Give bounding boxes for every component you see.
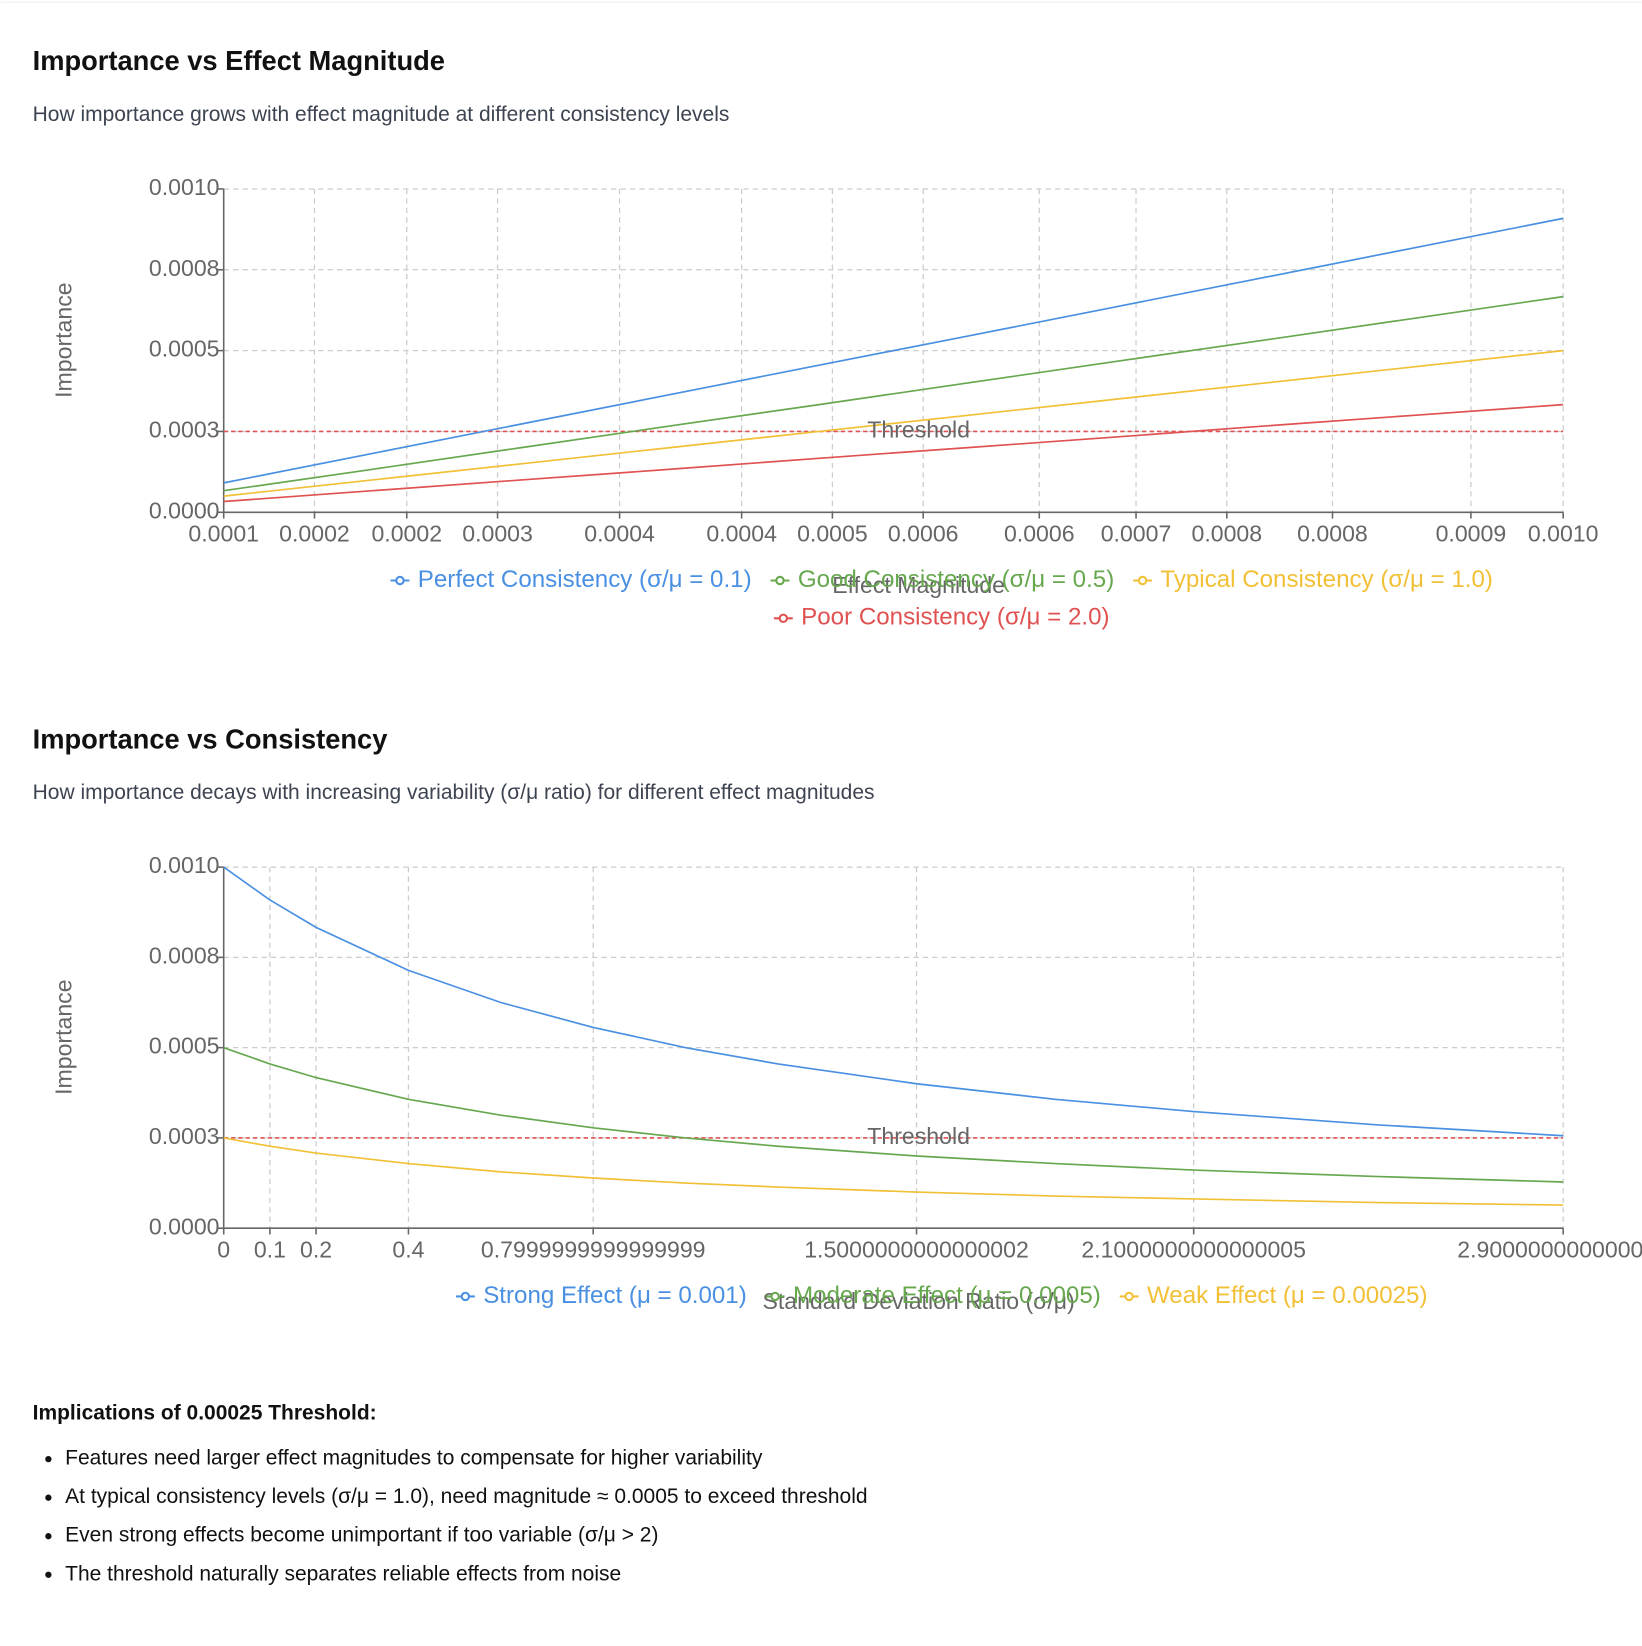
bullet bbox=[45, 1571, 52, 1578]
x-tick-label: 0.7999999999999999 bbox=[481, 1236, 706, 1262]
legend-item: Poor Consistency (σ/μ = 2.0) bbox=[773, 604, 1110, 631]
legend-item: Perfect Consistency (σ/μ = 0.1) bbox=[390, 566, 752, 593]
legend-marker bbox=[395, 575, 405, 586]
notes-title: Implications of 0.00025 Threshold: bbox=[33, 1402, 377, 1425]
legend-label: Typical Consistency (σ/μ = 1.0) bbox=[1160, 566, 1492, 593]
series-line bbox=[223, 1046, 1564, 1183]
y-tick-label: 0.0003 bbox=[149, 417, 220, 443]
x-tick-label: 0.0006 bbox=[1004, 520, 1075, 546]
series-line bbox=[223, 349, 1564, 497]
x-tick-label: 0.0002 bbox=[371, 520, 442, 546]
series-line bbox=[223, 295, 1564, 492]
legend-marker bbox=[775, 575, 785, 586]
y-tick-label: 0.0000 bbox=[149, 1213, 220, 1239]
legend-item: Weak Effect (μ = 0.00025) bbox=[1119, 1282, 1428, 1309]
x-tick-label: 0.0006 bbox=[888, 520, 959, 546]
x-tick-label: 0.0007 bbox=[1101, 520, 1172, 546]
y-tick-label: 0.0010 bbox=[149, 174, 220, 200]
chart-subtitle: How importance grows with effect magnitu… bbox=[33, 103, 730, 126]
note-item: At typical consistency levels (σ/μ = 1.0… bbox=[65, 1485, 867, 1508]
x-tick-label: 0.2 bbox=[300, 1236, 332, 1262]
note-item: Even strong effects become unimportant i… bbox=[65, 1524, 658, 1547]
x-tick-label: 0.0008 bbox=[1297, 520, 1368, 546]
bullet bbox=[45, 1533, 52, 1540]
legend-item: Strong Effect (μ = 0.001) bbox=[455, 1282, 747, 1309]
chart-title: Importance vs Effect Magnitude bbox=[33, 45, 445, 76]
legend-marker bbox=[460, 1291, 471, 1302]
x-axis-title: Standard Deviation Ratio (σ/μ) bbox=[762, 1288, 1074, 1314]
y-tick-label: 0.0008 bbox=[149, 255, 220, 281]
note-item: The threshold naturally separates reliab… bbox=[65, 1562, 621, 1585]
y-tick-label: 0.0000 bbox=[149, 497, 220, 523]
threshold-label: Threshold bbox=[867, 1123, 970, 1149]
x-tick-label: 0.0003 bbox=[462, 520, 533, 546]
x-tick-label: 0 bbox=[217, 1236, 230, 1262]
legend-label: Poor Consistency (σ/μ = 2.0) bbox=[801, 604, 1109, 631]
x-tick-label: 0.0002 bbox=[279, 520, 350, 546]
bullet bbox=[45, 1494, 52, 1501]
legend-label: Good Consistency (σ/μ = 0.5) bbox=[798, 566, 1114, 593]
y-tick-label: 0.0005 bbox=[149, 336, 220, 362]
x-tick-label: 1.5000000000000002 bbox=[804, 1236, 1029, 1262]
y-tick-label: 0.0005 bbox=[149, 1033, 220, 1059]
legend-label: Strong Effect (μ = 0.001) bbox=[483, 1282, 747, 1309]
legend-label: Weak Effect (μ = 0.00025) bbox=[1147, 1282, 1428, 1309]
y-axis-title: Importance bbox=[50, 282, 76, 397]
y-tick-label: 0.0008 bbox=[149, 942, 220, 968]
legend-marker bbox=[778, 613, 789, 624]
series-line bbox=[223, 866, 1564, 1137]
note-item: Features need larger effect magnitudes t… bbox=[65, 1447, 763, 1470]
series-line bbox=[223, 217, 1564, 484]
x-tick-label: 0.0004 bbox=[706, 520, 777, 546]
legend-marker bbox=[1124, 1291, 1134, 1302]
series-line bbox=[223, 1137, 1564, 1206]
x-tick-label: 0.0004 bbox=[584, 520, 655, 546]
x-tick-label: 0.0008 bbox=[1192, 520, 1263, 546]
y-tick-label: 0.0003 bbox=[149, 1123, 220, 1149]
series-line bbox=[223, 403, 1564, 503]
legend-label: Perfect Consistency (σ/μ = 0.1) bbox=[418, 566, 752, 593]
x-tick-label: 0.4 bbox=[392, 1236, 424, 1262]
bullet bbox=[45, 1455, 52, 1463]
legend-item: Good Consistency (σ/μ = 0.5) bbox=[770, 566, 1114, 593]
x-tick-label: 2.900000000000012 bbox=[1457, 1236, 1642, 1262]
legend-label: Moderate Effect (μ = 0.0005) bbox=[793, 1282, 1101, 1309]
legend-marker bbox=[770, 1291, 780, 1302]
x-axis-title: Effect Magnitude bbox=[832, 572, 1005, 598]
x-tick-label: 2.1000000000000005 bbox=[1081, 1236, 1306, 1262]
legend-item: Typical Consistency (σ/μ = 1.0) bbox=[1133, 566, 1493, 593]
x-tick-label: 0.0005 bbox=[797, 520, 868, 546]
x-tick-label: 0.0009 bbox=[1436, 520, 1507, 546]
y-tick-label: 0.0010 bbox=[149, 852, 220, 878]
chart-subtitle: How importance decays with increasing va… bbox=[33, 781, 875, 804]
y-axis-title: Importance bbox=[50, 979, 76, 1094]
x-tick-label: 0.0001 bbox=[188, 520, 259, 546]
threshold-label: Threshold bbox=[867, 417, 970, 443]
x-tick-label: 0.0010 bbox=[1528, 520, 1599, 546]
chart-title: Importance vs Consistency bbox=[33, 723, 389, 754]
legend-item: Moderate Effect (μ = 0.0005) bbox=[765, 1282, 1101, 1309]
x-tick-label: 0.1 bbox=[254, 1236, 286, 1262]
legend-marker bbox=[1137, 575, 1148, 586]
